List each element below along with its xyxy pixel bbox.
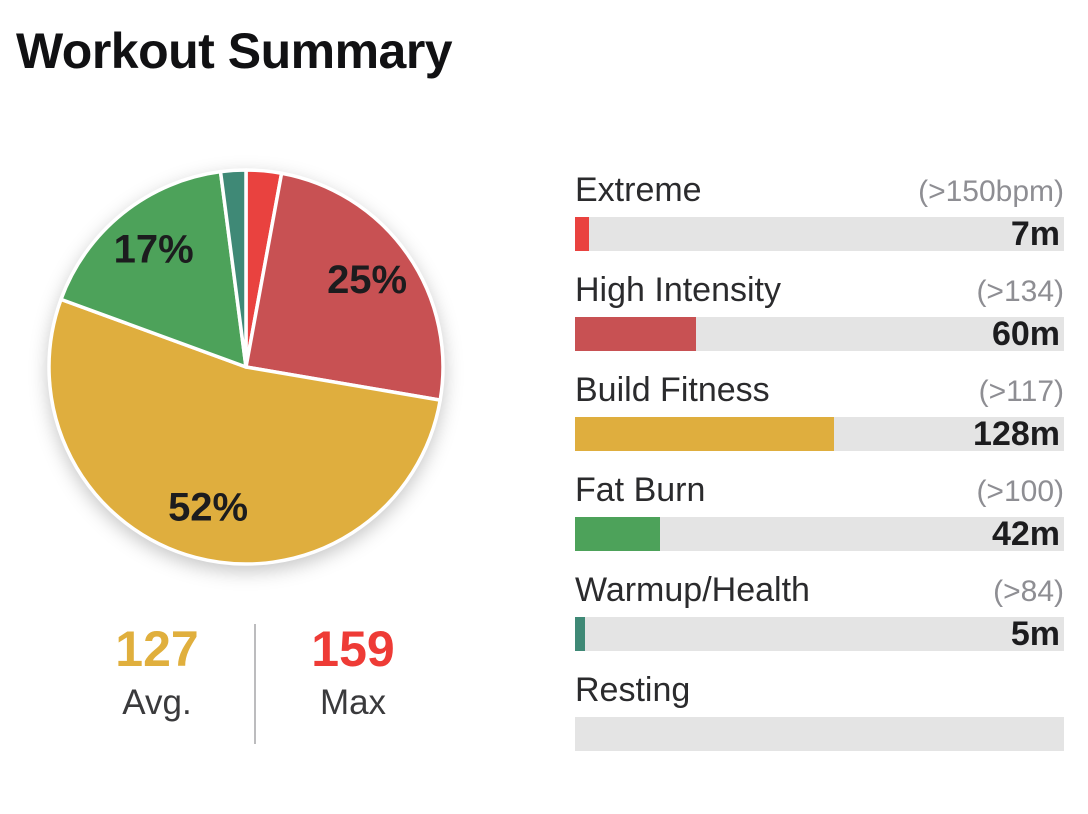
pie-percent-label: 17% xyxy=(114,227,194,271)
zone-head: Build Fitness (>117) xyxy=(575,370,1064,410)
zone-minutes: 42m xyxy=(991,515,1060,553)
page-title: Workout Summary xyxy=(16,23,453,79)
pie-slice-warmup-health xyxy=(218,168,248,369)
zone-label: Extreme xyxy=(575,171,702,209)
avg-heart-rate-label: Avg. xyxy=(122,683,192,722)
zone-bar xyxy=(575,717,1064,751)
heart-rate-zone-pie: 25% 52% 17% xyxy=(36,157,456,577)
zone-row-resting: Resting xyxy=(575,670,1064,751)
pie-slice-build-fitness xyxy=(47,297,442,566)
zone-bar-fill xyxy=(575,217,590,251)
zone-bar: 60m xyxy=(575,315,1064,353)
zone-bar-fill xyxy=(575,417,834,451)
zone-minutes: 5m xyxy=(1010,615,1060,653)
zone-threshold: (>117) xyxy=(978,375,1064,408)
zone-threshold: (>134) xyxy=(976,275,1064,308)
max-heart-rate-value: 159 xyxy=(311,621,395,677)
avg-heart-rate-value: 127 xyxy=(115,621,199,677)
zone-bar: 42m xyxy=(575,515,1064,553)
zone-bar: 7m xyxy=(575,215,1064,253)
zone-label: Fat Burn xyxy=(575,471,706,509)
max-heart-rate: 159 Max xyxy=(256,622,450,746)
pie-slice-high-intensity xyxy=(244,171,445,402)
zone-minutes: 128m xyxy=(973,415,1060,453)
zone-minutes: 7m xyxy=(1010,215,1060,253)
zone-threshold: (>100) xyxy=(976,475,1064,508)
heart-rate-stats: 127 Avg. 159 Max xyxy=(60,622,450,746)
zone-row-extreme: Extreme (>150bpm) 7m xyxy=(575,170,1064,253)
zone-row-fat-burn: Fat Burn (>100) 42m xyxy=(575,470,1064,553)
zone-list: Extreme (>150bpm) 7m High Intensity (>13… xyxy=(575,170,1064,770)
zone-bar: 5m xyxy=(575,615,1064,653)
zone-row-high-intensity: High Intensity (>134) 60m xyxy=(575,270,1064,353)
avg-heart-rate: 127 Avg. xyxy=(60,622,254,746)
zone-label: High Intensity xyxy=(575,271,781,309)
pie-percent-label: 52% xyxy=(168,485,248,529)
zone-bar-fill xyxy=(575,517,661,551)
zone-head: Extreme (>150bpm) xyxy=(575,170,1064,210)
zone-bar: 128m xyxy=(575,415,1064,453)
zone-head: High Intensity (>134) xyxy=(575,270,1064,310)
zone-bar-fill xyxy=(575,617,586,651)
zone-row-warmup-health: Warmup/Health (>84) 5m xyxy=(575,570,1064,653)
zone-head: Fat Burn (>100) xyxy=(575,470,1064,510)
zone-head: Resting xyxy=(575,670,1064,710)
zone-head: Warmup/Health (>84) xyxy=(575,570,1064,610)
zone-label: Build Fitness xyxy=(575,371,770,409)
pie-slice-fat-burn xyxy=(59,169,248,369)
pie-percent-label: 25% xyxy=(327,258,407,302)
pie-chart: 25% 52% 17% xyxy=(47,168,445,566)
zone-minutes: 60m xyxy=(991,315,1060,353)
zone-row-build-fitness: Build Fitness (>117) 128m xyxy=(575,370,1064,453)
zone-label: Warmup/Health xyxy=(575,571,810,609)
max-heart-rate-label: Max xyxy=(319,683,387,722)
zone-threshold: (>150bpm) xyxy=(918,175,1064,208)
stats-divider xyxy=(254,624,256,744)
zone-label: Resting xyxy=(575,671,691,709)
zone-bar-fill xyxy=(575,317,697,351)
zone-threshold: (>84) xyxy=(993,575,1064,608)
